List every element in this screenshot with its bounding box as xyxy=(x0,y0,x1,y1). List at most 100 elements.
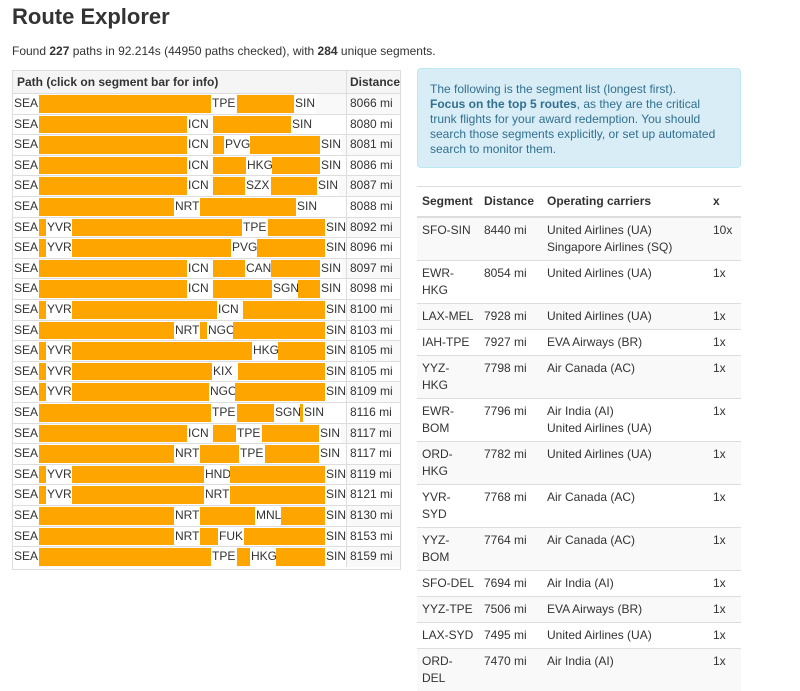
segment-bar[interactable] xyxy=(72,301,217,319)
airport-code: SIN xyxy=(319,424,341,444)
header-cell: Distance xyxy=(346,71,400,93)
segment-bar[interactable] xyxy=(39,507,174,525)
carrier: Air India (AI) xyxy=(547,403,703,420)
segment-bar[interactable] xyxy=(39,363,46,381)
airport-code: SIN xyxy=(291,115,313,135)
segment-bar[interactable] xyxy=(244,528,325,546)
segment-bar[interactable] xyxy=(200,507,255,525)
carrier: Air India (AI) xyxy=(547,653,703,670)
distance: 7694 mi xyxy=(479,571,542,597)
segment-bar[interactable] xyxy=(271,260,320,278)
segment-bar[interactable] xyxy=(213,116,291,134)
distance: 7470 mi xyxy=(479,649,542,691)
airport-code: SIN xyxy=(320,259,342,279)
segment-bar[interactable] xyxy=(213,260,245,278)
segment-bar[interactable] xyxy=(213,136,224,154)
count: 1x xyxy=(708,442,741,485)
segment-bar[interactable] xyxy=(39,116,187,134)
segment-bar[interactable] xyxy=(39,280,187,298)
airport-code: SEA xyxy=(13,300,39,320)
airport-code: SIN xyxy=(325,485,347,505)
carrier: United Airlines (UA) xyxy=(547,222,703,239)
airport-code: SIN xyxy=(325,300,347,320)
segment-bar[interactable] xyxy=(237,95,294,113)
segment-bar[interactable] xyxy=(39,260,187,278)
segment-bar[interactable] xyxy=(237,404,274,422)
distance: 7796 mi xyxy=(479,399,542,442)
segment-bar[interactable] xyxy=(243,301,325,319)
airport-code: SEA xyxy=(13,341,39,361)
segment-bar[interactable] xyxy=(230,486,325,504)
segment-bar[interactable] xyxy=(39,322,174,340)
segment-bar[interactable] xyxy=(265,445,319,463)
segment-bar[interactable] xyxy=(39,219,46,237)
segment-bar[interactable] xyxy=(268,219,325,237)
segment-bar[interactable] xyxy=(213,425,236,443)
airport-code: NRT xyxy=(174,321,200,341)
segment-bar[interactable] xyxy=(39,198,174,216)
segment-bar[interactable] xyxy=(298,280,320,298)
segment-bar[interactable] xyxy=(281,507,325,525)
carrier: Air Canada (AC) xyxy=(547,489,703,506)
segment-bar[interactable] xyxy=(72,466,204,484)
segment-bar[interactable] xyxy=(200,322,207,340)
segment-bar[interactable] xyxy=(213,177,245,195)
airport-code: SEA xyxy=(13,485,39,505)
segment-bar[interactable] xyxy=(200,445,239,463)
segment-bar[interactable] xyxy=(39,425,187,443)
segment-bar[interactable] xyxy=(72,219,242,237)
distance: 8086 mi xyxy=(346,156,401,176)
segment-bar[interactable] xyxy=(276,548,325,566)
segment: IAH-TPE xyxy=(417,330,479,356)
segment-bar[interactable] xyxy=(39,342,46,360)
segment-bar[interactable] xyxy=(39,136,187,154)
segment-bar[interactable] xyxy=(39,301,46,319)
segment-bar[interactable] xyxy=(39,445,174,463)
segment-bar[interactable] xyxy=(39,157,187,175)
segment-bar[interactable] xyxy=(213,280,272,298)
segment-bar[interactable] xyxy=(72,383,209,401)
segment-bar[interactable] xyxy=(213,157,246,175)
segment-bar[interactable] xyxy=(250,136,320,154)
segment-bar[interactable] xyxy=(39,548,211,566)
segment-bar[interactable] xyxy=(237,548,250,566)
segment-bar[interactable] xyxy=(257,239,325,257)
segment-bar[interactable] xyxy=(200,528,218,546)
distance: 8105 mi xyxy=(346,362,401,382)
segment-bar[interactable] xyxy=(72,486,204,504)
segment-bar[interactable] xyxy=(39,177,187,195)
segment-bar[interactable] xyxy=(72,239,231,257)
segment-bar[interactable] xyxy=(39,239,46,257)
segment-bar[interactable] xyxy=(72,342,252,360)
segment-count: 284 xyxy=(318,44,338,58)
segment-bar[interactable] xyxy=(72,363,212,381)
segment-bar[interactable] xyxy=(39,528,174,546)
segment-bar[interactable] xyxy=(233,322,325,340)
airport-code: FUK xyxy=(218,527,244,547)
segment-bar[interactable] xyxy=(278,342,325,360)
segment-bar[interactable] xyxy=(39,95,211,113)
carrier: EVA Airways (BR) xyxy=(547,334,703,351)
table-header: Path (click on segment bar for info) Dis… xyxy=(13,71,401,93)
segment-bar[interactable] xyxy=(230,466,325,484)
segment-bar[interactable] xyxy=(39,486,46,504)
segment-bar[interactable] xyxy=(39,404,211,422)
segment-bar[interactable] xyxy=(200,198,296,216)
segment-bar[interactable] xyxy=(39,466,46,484)
airport-code: YVR xyxy=(46,485,73,505)
segment-bar[interactable] xyxy=(271,177,317,195)
segment-bar[interactable] xyxy=(235,383,325,401)
segment-bar[interactable] xyxy=(272,157,320,175)
segment: YYZ-TPE xyxy=(417,597,479,623)
segment-bar[interactable] xyxy=(238,363,325,381)
distance: 7928 mi xyxy=(479,304,542,330)
segment-bar[interactable] xyxy=(262,425,319,443)
segment-bar[interactable] xyxy=(39,383,46,401)
airport-code: ICN xyxy=(187,135,210,155)
